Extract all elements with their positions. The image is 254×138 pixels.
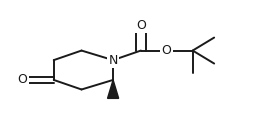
Text: O: O <box>17 73 27 86</box>
Text: O: O <box>136 19 146 32</box>
Text: N: N <box>108 54 118 67</box>
Polygon shape <box>107 80 119 98</box>
Text: O: O <box>161 44 171 57</box>
